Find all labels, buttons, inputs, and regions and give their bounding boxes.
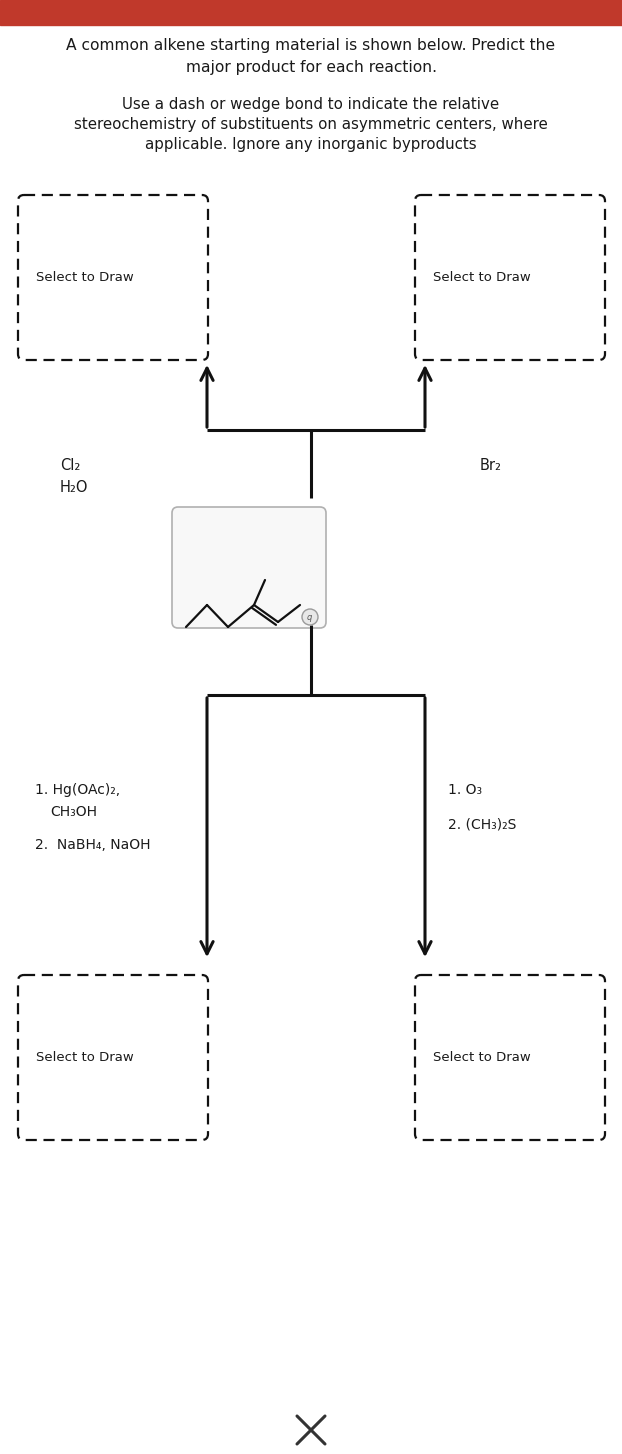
Text: 2. (CH₃)₂S: 2. (CH₃)₂S [448,819,516,832]
FancyBboxPatch shape [415,976,605,1140]
FancyBboxPatch shape [18,195,208,361]
Text: Select to Draw: Select to Draw [36,270,134,284]
Text: Br₂: Br₂ [480,458,502,473]
Text: Select to Draw: Select to Draw [433,270,531,284]
Text: major product for each reaction.: major product for each reaction. [185,60,437,76]
Text: Select to Draw: Select to Draw [36,1051,134,1064]
Text: 1. O₃: 1. O₃ [448,784,482,797]
Text: Use a dash or wedge bond to indicate the relative: Use a dash or wedge bond to indicate the… [123,97,499,112]
FancyBboxPatch shape [172,507,326,628]
Text: CH₃OH: CH₃OH [50,806,97,819]
Text: applicable. Ignore any inorganic byproducts: applicable. Ignore any inorganic byprodu… [145,137,477,153]
Text: stereochemistry of substituents on asymmetric centers, where: stereochemistry of substituents on asymm… [74,116,548,132]
FancyBboxPatch shape [415,195,605,361]
Circle shape [302,609,318,625]
Text: Select to Draw: Select to Draw [433,1051,531,1064]
Text: Cl₂: Cl₂ [60,458,80,473]
Bar [0,0,622,25]
Text: A common alkene starting material is shown below. Predict the: A common alkene starting material is sho… [67,38,555,52]
Text: q: q [306,614,312,622]
Text: 1. Hg(OAc)₂,: 1. Hg(OAc)₂, [35,784,120,797]
Text: 2.  NaBH₄, NaOH: 2. NaBH₄, NaOH [35,838,151,852]
Text: H₂O: H₂O [60,480,88,496]
FancyBboxPatch shape [18,976,208,1140]
